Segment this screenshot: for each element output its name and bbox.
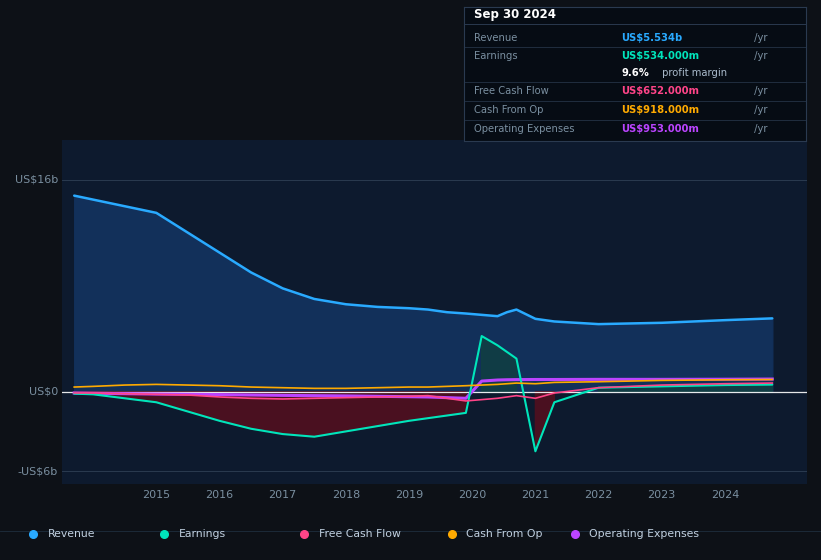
Text: /yr: /yr — [751, 86, 768, 96]
Text: US$5.534b: US$5.534b — [621, 32, 682, 43]
Text: Operating Expenses: Operating Expenses — [589, 529, 699, 539]
Text: US$534.000m: US$534.000m — [621, 52, 699, 62]
Text: Free Cash Flow: Free Cash Flow — [319, 529, 401, 539]
Text: Revenue: Revenue — [48, 529, 95, 539]
Text: US$652.000m: US$652.000m — [621, 86, 699, 96]
Text: Revenue: Revenue — [475, 32, 517, 43]
Text: 9.6%: 9.6% — [621, 68, 649, 78]
Text: US$16b: US$16b — [15, 175, 57, 185]
Text: Free Cash Flow: Free Cash Flow — [475, 86, 549, 96]
Text: /yr: /yr — [751, 32, 768, 43]
Text: -US$6b: -US$6b — [17, 466, 57, 476]
Text: Cash From Op: Cash From Op — [475, 105, 544, 115]
Text: Operating Expenses: Operating Expenses — [475, 124, 575, 134]
Text: Earnings: Earnings — [179, 529, 226, 539]
Text: US$953.000m: US$953.000m — [621, 124, 699, 134]
Text: /yr: /yr — [751, 124, 768, 134]
Text: /yr: /yr — [751, 105, 768, 115]
Text: US$918.000m: US$918.000m — [621, 105, 699, 115]
Text: /yr: /yr — [751, 52, 768, 62]
Text: US$0: US$0 — [29, 386, 57, 396]
Text: profit margin: profit margin — [659, 68, 727, 78]
Text: Earnings: Earnings — [475, 52, 518, 62]
Text: Cash From Op: Cash From Op — [466, 529, 543, 539]
Text: Sep 30 2024: Sep 30 2024 — [475, 8, 556, 21]
